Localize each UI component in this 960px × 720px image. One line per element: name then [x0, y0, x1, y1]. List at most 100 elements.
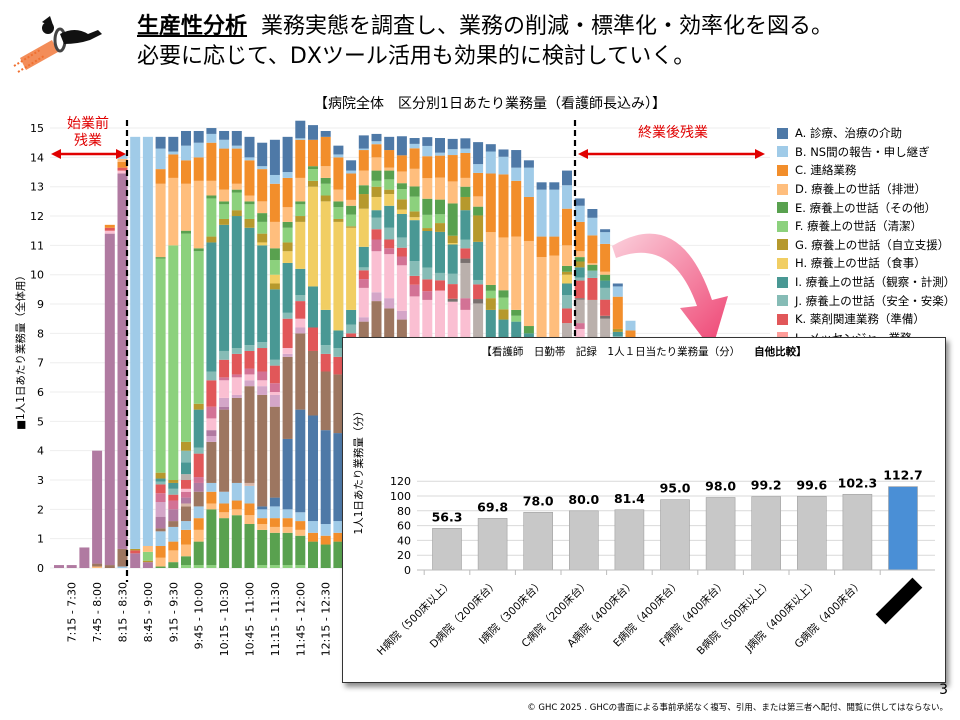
bar-segment-r — [295, 333, 306, 410]
page-number: 3 — [939, 682, 948, 698]
bar-segment-r — [333, 374, 344, 434]
inset-title-text: 【看護師 日勤帯 記録 1人１日当たり業務量（分） — [481, 346, 741, 358]
bar-segment-w — [181, 488, 191, 492]
bar-segment-J — [269, 359, 280, 366]
bar-segment-I — [295, 268, 306, 296]
bar-segment-J — [219, 350, 230, 360]
bar-segment-D — [447, 181, 458, 204]
bar-segment-F — [384, 179, 395, 190]
bar-segment-t — [447, 298, 458, 302]
bar-segment-E — [244, 524, 255, 568]
bar-segment-G — [193, 403, 204, 410]
bar-segment-E — [181, 556, 191, 566]
bar-segment-I — [473, 241, 484, 280]
bar-segment-D — [142, 546, 153, 552]
bar-segment-I — [485, 309, 496, 346]
bar-segment-B — [244, 157, 255, 161]
bar-segment-E — [600, 274, 611, 281]
bar-segment-B — [308, 521, 318, 533]
bar-segment-J — [447, 273, 458, 285]
legend-label: J. 療養上の世話（安全・安楽） — [795, 293, 956, 308]
bar-segment-I — [422, 230, 433, 268]
inset-data-label: 56.3 — [432, 509, 463, 524]
bar-segment-K — [269, 365, 280, 384]
bar-segment-F — [308, 169, 318, 181]
bar-segment-A — [168, 136, 179, 152]
bar-segment-D — [269, 221, 280, 249]
bar-segment-A — [193, 130, 204, 143]
inset-data-label: 99.6 — [796, 477, 827, 492]
y-tick-label: 15 — [30, 122, 44, 135]
bar-segment-C — [320, 535, 331, 545]
bar-segment-A — [574, 198, 585, 206]
pre-shift-label-line1: 始業前 — [67, 116, 109, 132]
legend-item: J. 療養上の世話（安全・安楽） — [777, 291, 955, 310]
stacked-bar — [130, 136, 141, 568]
bar-segment-C — [371, 144, 382, 158]
bar-segment-p — [168, 509, 179, 522]
bar-segment-A — [523, 160, 534, 168]
bar-segment-C — [498, 174, 509, 238]
bar-segment-D — [282, 526, 293, 533]
bar-segment-K — [333, 356, 344, 375]
bar-segment-C — [193, 157, 204, 181]
inset-data-label: 98.0 — [705, 478, 736, 493]
bar-segment-D — [282, 207, 293, 222]
bar-segment-C — [244, 160, 255, 196]
bar-segment-q — [358, 317, 369, 322]
inset-y-axis-label: 1人1日あたり業務量（分） — [352, 406, 365, 535]
bar-segment-C — [219, 503, 230, 513]
bar-segment-B — [625, 320, 636, 331]
bar-segment-v — [358, 279, 369, 288]
bar-segment-s — [181, 503, 191, 507]
bar-segment-G — [181, 441, 191, 451]
bar-segment-J — [257, 342, 268, 349]
dog-jumping-through-hoop-logo — [13, 16, 102, 73]
bar-segment-D — [562, 245, 572, 266]
bar-segment-E — [435, 199, 445, 215]
bar-segment-B — [473, 164, 484, 173]
bar-segment-F — [181, 565, 191, 568]
stacked-bar — [92, 450, 103, 568]
bar-segment-I — [358, 246, 369, 268]
y-tick-label: 9 — [37, 298, 44, 311]
bar-segment-F — [320, 183, 331, 196]
bar-segment-E — [384, 170, 395, 180]
bar-segment-K — [295, 301, 306, 319]
bar-segment-B — [117, 154, 128, 159]
bar-segment-B — [447, 149, 458, 156]
inset-title-bold: 自他比較】 — [754, 346, 807, 358]
bar-segment-B — [562, 185, 572, 209]
bar-segment-J — [168, 488, 179, 495]
bar-segment-D — [600, 271, 611, 275]
bar-segment-K — [117, 167, 128, 171]
bar-segment-J — [574, 277, 585, 281]
bar-segment-D — [257, 201, 268, 214]
inset-bar — [614, 509, 645, 571]
legend-label: F. 療養上の世話（清潔） — [795, 219, 923, 234]
bar-segment-D — [219, 512, 230, 519]
bar-segment-D — [358, 170, 369, 186]
bar-segment-H — [447, 243, 458, 245]
bar-segment-B — [168, 151, 179, 155]
bar-segment-B — [435, 152, 445, 156]
bar-segment-D — [320, 166, 331, 178]
bar-segment-v — [257, 371, 268, 381]
bar-segment-J — [473, 279, 484, 285]
bar-segment-G — [130, 548, 141, 551]
x-tick-label: 9:45 - 10:00 — [193, 582, 206, 649]
bar-segment-D — [346, 199, 357, 206]
bar-segment-D — [117, 158, 128, 162]
bar-segment-E — [155, 257, 166, 259]
bar-segment-B — [282, 509, 293, 519]
bar-segment-I — [193, 409, 204, 448]
inset-x-tick-label: H病院（500床以上） — [374, 577, 455, 658]
inset-data-label: 102.3 — [838, 475, 878, 490]
bar-segment-D — [536, 257, 547, 349]
main-chart-title: 【病院全体 区分別1日あたり業務量（看護師長込み）】 — [314, 96, 666, 112]
bar-segment-v — [168, 500, 179, 510]
bar-segment-I — [257, 245, 268, 343]
bar-segment-C — [473, 172, 484, 197]
bar-segment-u — [460, 262, 471, 299]
bar-segment-D — [523, 240, 534, 327]
